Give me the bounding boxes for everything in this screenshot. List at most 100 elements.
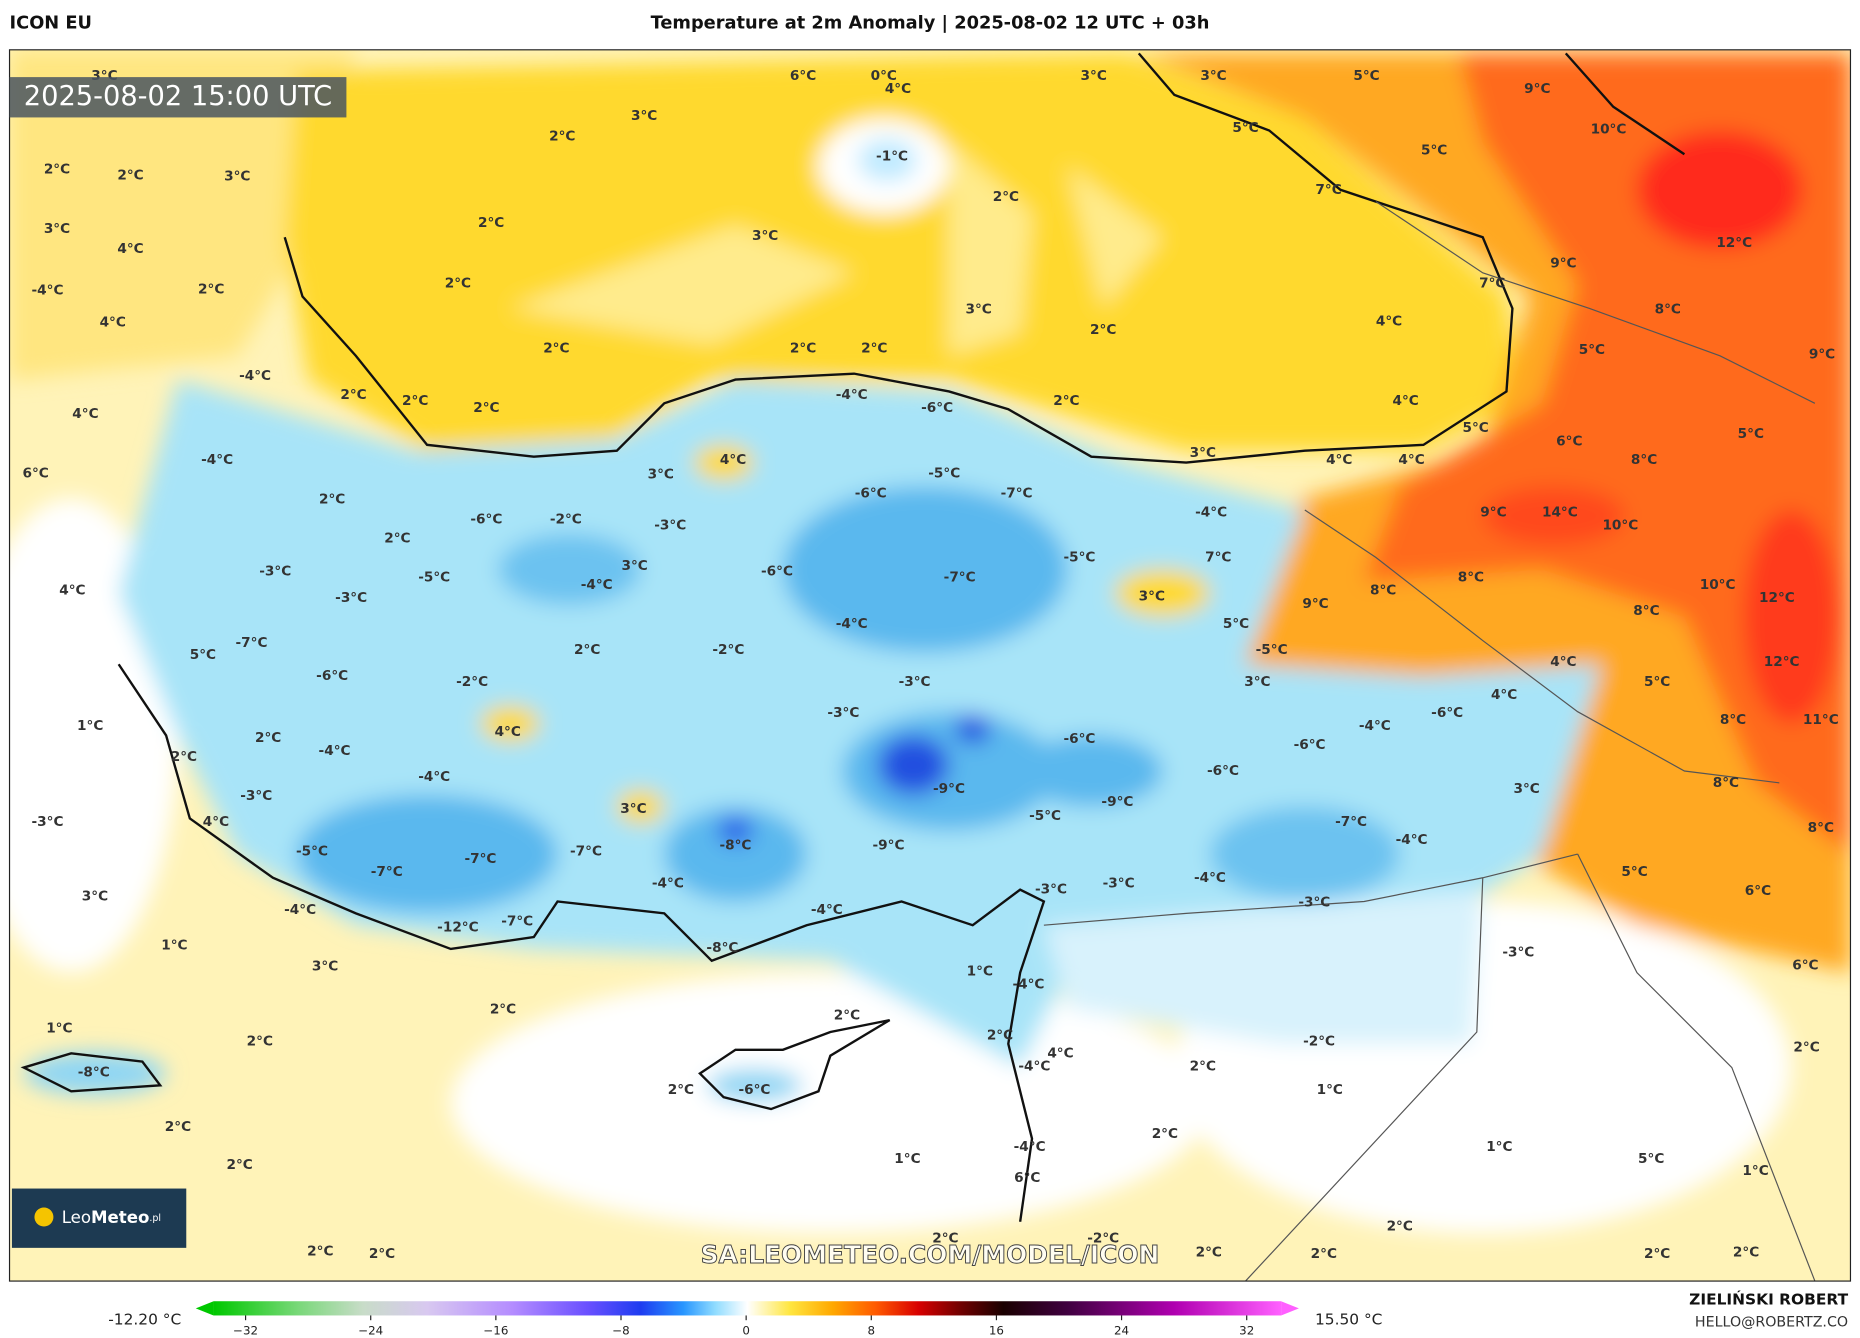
temperature-label: 1°C [77, 718, 103, 734]
temperature-label: 4°C [203, 814, 229, 830]
temperature-label: 2°C [319, 491, 345, 507]
temperature-label: 2°C [340, 387, 366, 403]
logo-part: Meteo [91, 1208, 149, 1227]
temperature-label: 1°C [161, 937, 187, 953]
temperature-label: 12°C [1759, 590, 1795, 606]
temperature-label: 7°C [1205, 550, 1231, 566]
temperature-label: -4°C [1194, 870, 1226, 886]
temperature-label: 2°C [932, 1230, 958, 1246]
email: HELLO@ROBERTZ.CO [1695, 1315, 1848, 1331]
field-patch [616, 789, 665, 824]
field-patch [693, 444, 754, 481]
temperature-label: 2°C [549, 128, 575, 144]
author: ZIELIŃSKI ROBERT [1689, 1290, 1848, 1309]
temperature-label: 4°C [1398, 452, 1424, 468]
temperature-label: -5°C [296, 844, 328, 860]
logo-sun [34, 1207, 54, 1227]
temperature-label: -7°C [1335, 814, 1367, 830]
temperature-label: 2°C [247, 1033, 273, 1049]
field-patch [717, 816, 754, 845]
temperature-label: 2°C [834, 1007, 860, 1023]
temperature-label: 5°C [1579, 342, 1605, 358]
temperature-label: 2°C [117, 168, 143, 184]
temperature-label: 9°C [1480, 504, 1506, 520]
field-patch [1743, 510, 1839, 724]
temperature-label: 5°C [1223, 616, 1249, 632]
temperature-label: 2°C [1152, 1126, 1178, 1142]
temperature-label: 2°C [307, 1243, 333, 1259]
temperature-label: -7°C [1001, 485, 1033, 501]
temperature-label: 1°C [894, 1151, 920, 1167]
temperature-label: 4°C [720, 452, 746, 468]
field-patch [498, 533, 641, 605]
temperature-label: 6°C [790, 68, 816, 84]
colorbar-max: 15.50 °C [1315, 1311, 1382, 1329]
temperature-label: -6°C [921, 400, 953, 416]
temperature-label: 8°C [1370, 583, 1396, 599]
temperature-label: 2°C [198, 281, 224, 297]
field-patch [480, 705, 540, 742]
temperature-label: 2°C [1090, 322, 1116, 338]
field-patch [1636, 130, 1804, 250]
colorbar-tick-label: 16 [989, 1323, 1004, 1337]
temperature-label: 2°C [993, 189, 1019, 205]
temperature-label: 2°C [1190, 1058, 1216, 1074]
temperature-label: -6°C [470, 512, 502, 528]
temperature-label: -2°C [1303, 1033, 1335, 1049]
temperature-label: -9°C [933, 781, 965, 797]
border [1577, 853, 1816, 1282]
temperature-label: 2°C [1733, 1245, 1759, 1261]
borders [1043, 201, 1816, 1282]
temperature-label: -9°C [1101, 794, 1133, 810]
field-patch [1364, 53, 1851, 855]
temperature-label: -6°C [1207, 763, 1239, 779]
field-patch [1209, 806, 1400, 902]
temperature-label: -2°C [1087, 1230, 1119, 1246]
temperature-label: 8°C [1713, 775, 1739, 791]
temperature-label: 10°C [1700, 577, 1736, 593]
temperature-label: -4°C [201, 452, 233, 468]
logo-part: Leo [62, 1208, 91, 1227]
temperature-label: 2°C [1053, 393, 1079, 409]
colorbar-min: -12.20 °C [108, 1311, 181, 1329]
temperature-label: 6°C [1014, 1170, 1040, 1186]
temperature-label: 9°C [1302, 596, 1328, 612]
colorbar-tick-label: 24 [1114, 1323, 1129, 1337]
field-patch [1482, 486, 1626, 546]
temperature-label: 2°C [543, 341, 569, 357]
temperature-label: -2°C [712, 642, 744, 658]
temperature-label: 14°C [1542, 504, 1578, 520]
temperature-label: 3°C [752, 228, 778, 244]
temperature-label: -3°C [1502, 944, 1534, 960]
temperature-label: 1°C [1317, 1082, 1343, 1098]
temperature-label: 9°C [1524, 81, 1550, 97]
temperature-label: 3°C [1200, 68, 1226, 84]
field-patch [1043, 889, 1483, 1044]
field-patch [284, 53, 1519, 451]
temperature-label: 2°C [255, 730, 281, 746]
border [1304, 509, 1780, 784]
colorbar-tick-label: −24 [358, 1323, 383, 1337]
temperature-label: -4°C [1195, 504, 1227, 520]
coastline [20, 1052, 163, 1093]
temperature-label: -6°C [316, 668, 348, 684]
coastline [117, 663, 1046, 1222]
temperature-label: 2°C [171, 749, 197, 765]
temperature-label: 8°C [1458, 570, 1484, 586]
border [1043, 853, 1578, 926]
temperature-label: -3°C [240, 788, 272, 804]
temperature-label: 5°C [1638, 1151, 1664, 1167]
temperature-label: 4°C [1376, 313, 1402, 329]
temperature-label: 8°C [1655, 302, 1681, 318]
temperature-label: 6°C [1745, 883, 1771, 899]
field-patch [1020, 735, 1163, 807]
temperature-label: -7°C [371, 864, 403, 880]
temperature-label: -5°C [1029, 808, 1061, 824]
temperature-label: 1°C [46, 1020, 72, 1036]
temperature-label: 2°C [1644, 1246, 1670, 1262]
temperature-label: -4°C [284, 902, 316, 918]
temperature-label: -3°C [899, 674, 931, 690]
temperature-label: 2°C [987, 1028, 1013, 1044]
temperature-label: 3°C [224, 169, 250, 185]
temperature-label: 2°C [1196, 1245, 1222, 1261]
